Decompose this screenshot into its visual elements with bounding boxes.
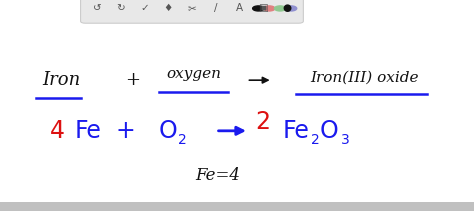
Text: Fe: Fe xyxy=(283,119,310,143)
Text: 3: 3 xyxy=(341,133,349,147)
FancyBboxPatch shape xyxy=(81,0,303,23)
Text: 2: 2 xyxy=(255,110,271,134)
Text: ↺: ↺ xyxy=(93,3,101,14)
Text: oxygen: oxygen xyxy=(167,67,222,81)
Text: ✂: ✂ xyxy=(188,3,196,14)
Text: Iron: Iron xyxy=(43,71,81,89)
Text: Iron(III) oxide: Iron(III) oxide xyxy=(311,71,419,85)
Text: /: / xyxy=(214,3,218,14)
Text: 4: 4 xyxy=(49,119,64,143)
Circle shape xyxy=(274,6,286,11)
Circle shape xyxy=(264,6,275,11)
Text: ▣: ▣ xyxy=(258,3,268,14)
Text: O: O xyxy=(159,119,178,143)
Text: ↻: ↻ xyxy=(117,3,125,14)
Text: ●: ● xyxy=(283,3,291,14)
Bar xyxy=(0,202,474,211)
Text: A: A xyxy=(236,3,243,14)
Circle shape xyxy=(285,6,297,11)
Text: Fe=4: Fe=4 xyxy=(196,167,240,184)
Text: 2: 2 xyxy=(311,133,319,147)
Text: Fe: Fe xyxy=(74,119,101,143)
Text: ✓: ✓ xyxy=(140,3,149,14)
Text: O: O xyxy=(320,119,339,143)
Circle shape xyxy=(253,6,264,11)
Text: +: + xyxy=(125,71,140,89)
Text: +: + xyxy=(116,119,136,143)
Text: 2: 2 xyxy=(178,133,187,147)
Text: ♦: ♦ xyxy=(164,3,173,14)
